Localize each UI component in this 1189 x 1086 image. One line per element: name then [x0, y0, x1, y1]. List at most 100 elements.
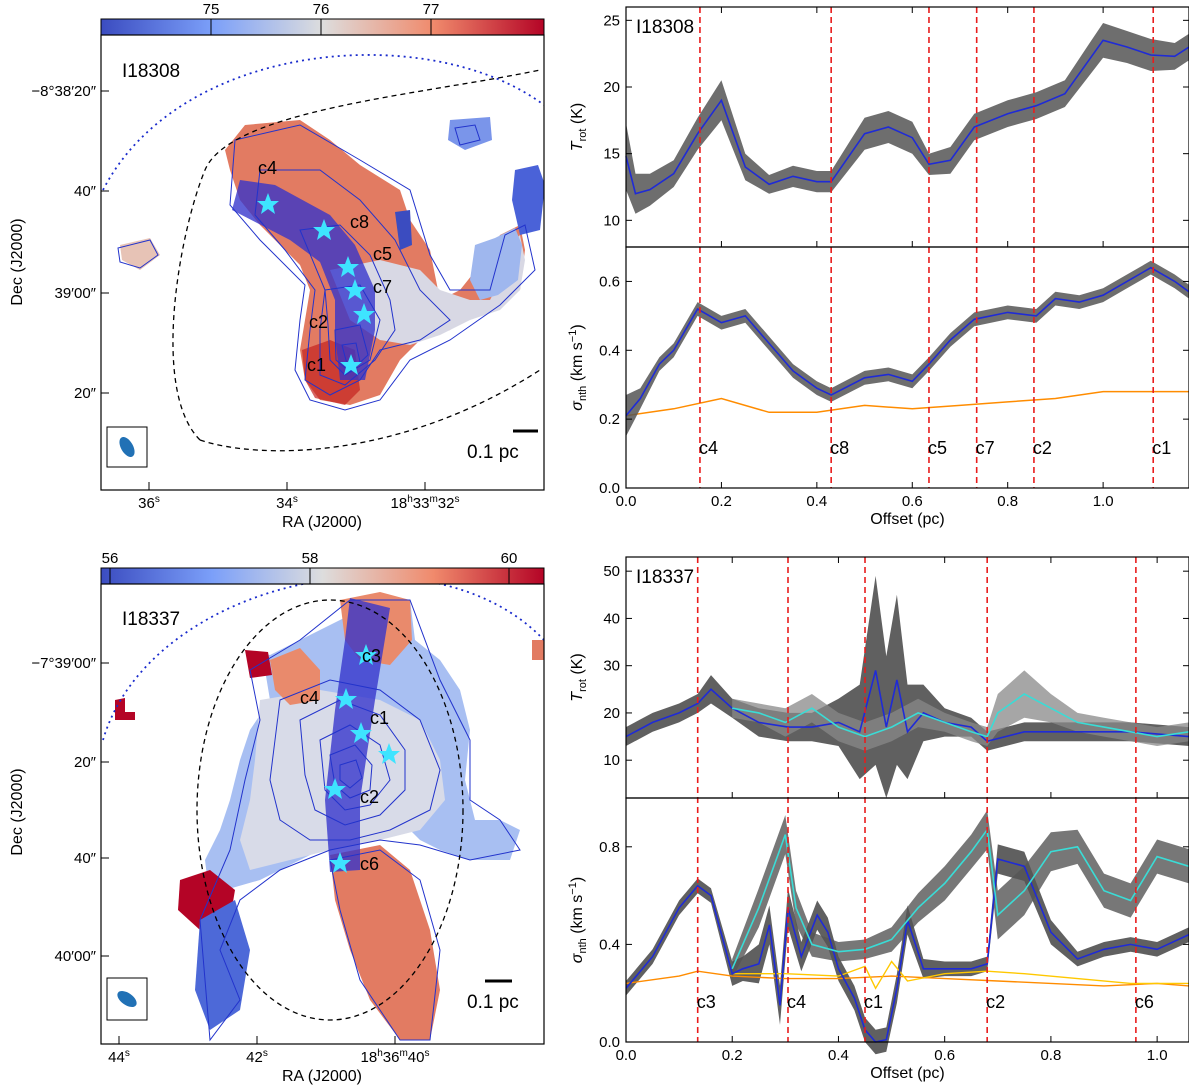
map-2-ylabel: Dec (J2000)	[9, 768, 26, 855]
trot-error-band	[626, 575, 1189, 798]
map-2-red-pixels	[115, 698, 135, 720]
velocity-map-2	[102, 584, 544, 1042]
star-marker	[335, 688, 357, 709]
sigma-tick-label: 0.4	[599, 936, 620, 953]
x-tick-label: 0.4	[828, 1047, 849, 1064]
sigma-tick-label: 0.0	[599, 1034, 620, 1051]
map-1-blue-emission	[512, 165, 544, 235]
trot-tick-label: 50	[603, 563, 620, 580]
core-markers-2	[324, 644, 400, 873]
map-1-ylabel: Dec (J2000)	[9, 218, 26, 305]
colorbar-1-label: 77	[423, 1, 440, 18]
map-1-ticks	[101, 90, 426, 490]
core-marker-label: c7	[976, 438, 995, 458]
map-2-ticks	[101, 662, 396, 1044]
core-marker-label: c2	[986, 992, 1005, 1012]
core-labels-1: c4 c8 c5 c7 c2 c1	[258, 158, 392, 375]
trot-tick-label: 40	[603, 610, 620, 627]
star-marker	[378, 743, 400, 764]
map-2-xlabel: RA (J2000)	[282, 1068, 362, 1085]
dec-tick-label: 40″	[74, 183, 97, 200]
map-frame-1	[100, 34, 545, 491]
sigma-nth-series-line	[625, 266, 1189, 417]
core-label: c6	[360, 854, 379, 874]
x-tick-label: 0.2	[722, 1047, 743, 1064]
dec-tick-label: −8°38′20″	[31, 83, 96, 100]
ra-tick-label: 36s	[138, 494, 160, 512]
trot-tick-label: 20	[603, 79, 620, 96]
dec-tick-label: 40″	[74, 850, 97, 867]
star-marker	[313, 219, 335, 240]
map-1-xlabel: RA (J2000)	[282, 514, 362, 531]
sigma-tick-label: 0.2	[599, 411, 620, 428]
core-marker-label: c4	[699, 438, 718, 458]
trot-tick-label: 10	[603, 752, 620, 769]
core-marker-label: c3	[697, 992, 716, 1012]
sigma-nth-error-band-second	[732, 810, 1189, 979]
x-tick-label: 0.8	[1040, 1047, 1061, 1064]
ra-tick-label: 18h36m40s	[361, 1048, 430, 1066]
trot-series-line	[625, 670, 1189, 743]
trot-series-line	[625, 39, 1189, 195]
sigma-tick-label: 0.6	[599, 273, 620, 290]
core-marker-label: c8	[830, 438, 849, 458]
colorbar-1-label: 75	[203, 1, 220, 18]
colorbar-2-label: 58	[302, 550, 319, 567]
field-label-2: I18337	[122, 609, 180, 630]
velocity-map-1	[102, 54, 544, 452]
x-tick-label: 0.6	[934, 1047, 955, 1064]
core-label: c2	[360, 787, 379, 807]
dec-tick-label: 20″	[74, 385, 97, 402]
core-label: c3	[362, 646, 381, 666]
core-marker-label: c2	[1033, 438, 1052, 458]
beam-ellipse-1	[119, 437, 135, 457]
x-tick-label: 0.6	[902, 493, 923, 510]
scale-bar-label-2: 0.1 pc	[467, 992, 519, 1013]
star-marker	[337, 256, 359, 277]
ra-tick-label: 18h33m32s	[391, 494, 460, 512]
x-tick-label: 0.8	[997, 493, 1018, 510]
scale-bar-label-1: 0.1 pc	[467, 442, 519, 463]
colorbar-2-label: 56	[102, 550, 119, 567]
trot-error-band	[626, 23, 1189, 214]
contours-1	[117, 124, 536, 411]
primary-beam-contour-1	[199, 369, 541, 452]
x-tick-label: 0.4	[806, 493, 827, 510]
ra-tick-label: 44s	[108, 1048, 130, 1066]
chart-field-label: I18308	[636, 17, 694, 38]
trot-series-line-second	[732, 693, 1189, 738]
map-1-faint-emission	[120, 238, 160, 270]
sigma-frame	[625, 797, 1189, 1043]
star-marker	[329, 852, 351, 873]
beam-ellipse-2	[117, 991, 137, 1007]
core-label: c1	[307, 355, 326, 375]
map-panel-i18337: 56 58 60	[9, 550, 545, 1085]
dec-tick-label: 20″	[74, 754, 97, 771]
chart-xlabel: Offset (pc)	[870, 1065, 944, 1082]
core-marker-label: c1	[864, 992, 883, 1012]
dec-tick-label: −7°39′00″	[31, 655, 96, 672]
profile-chart-i18308: c4 c8 c5 c7 c2 c1 0.0 0.2 0.4 0.6 0.8 1.0 10 15 20 25 0.…	[567, 6, 1189, 528]
star-marker	[350, 722, 372, 743]
x-tick-label: 1.0	[1147, 1047, 1168, 1064]
colorbar-1	[100, 18, 545, 36]
x-tick-label: 0.0	[616, 493, 637, 510]
ra-tick-label: 42s	[246, 1048, 268, 1066]
dec-tick-label: 39′00″	[55, 285, 97, 302]
star-marker	[257, 193, 279, 214]
core-marker-label: c4	[787, 992, 806, 1012]
sigma-thermal-line-second	[732, 960, 1189, 990]
core-marker-label: c6	[1135, 992, 1154, 1012]
sigma-ylabel: σnth (km s−1)	[567, 324, 589, 410]
star-marker	[324, 778, 346, 799]
primary-beam-contour-2	[196, 599, 464, 1021]
field-label-1: I18308	[122, 61, 180, 82]
sigma-frame	[625, 246, 1189, 489]
x-tick-label: 1.0	[1093, 493, 1114, 510]
sigma-nth-series-line-second	[731, 827, 1189, 970]
colorbar-2	[100, 567, 545, 585]
core-marker-label: c5	[928, 438, 947, 458]
sigma-plot-area	[626, 247, 1189, 488]
trot-tick-label: 30	[603, 658, 620, 675]
map-2-red-emission	[330, 845, 440, 1040]
